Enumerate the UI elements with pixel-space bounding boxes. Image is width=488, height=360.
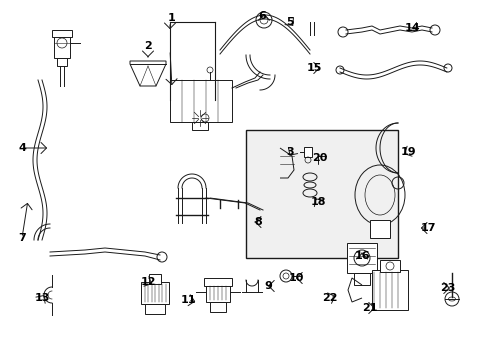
Text: 22: 22: [322, 293, 337, 303]
Bar: [54, 36, 70, 58]
Bar: [371, 270, 407, 310]
Bar: [304, 147, 311, 157]
Text: 13: 13: [34, 293, 50, 303]
Bar: [209, 302, 225, 312]
Bar: [141, 282, 169, 304]
Bar: [57, 58, 67, 66]
Text: 8: 8: [254, 217, 262, 227]
Text: 18: 18: [309, 197, 325, 207]
Text: 2: 2: [144, 41, 152, 51]
Bar: [369, 220, 389, 238]
Text: 6: 6: [258, 11, 265, 21]
Bar: [52, 30, 72, 37]
Bar: [149, 274, 161, 284]
Text: 11: 11: [180, 295, 195, 305]
Text: 20: 20: [312, 153, 327, 163]
Text: 12: 12: [140, 277, 156, 287]
Text: 23: 23: [439, 283, 455, 293]
Bar: [346, 243, 376, 273]
Bar: [170, 80, 231, 122]
Text: 15: 15: [305, 63, 321, 73]
Text: 3: 3: [285, 147, 293, 157]
Bar: [205, 284, 229, 302]
Text: 5: 5: [285, 17, 293, 27]
Bar: [192, 122, 207, 130]
Bar: [145, 304, 164, 314]
Bar: [245, 130, 397, 258]
Text: 21: 21: [362, 303, 377, 313]
Text: 7: 7: [18, 233, 26, 243]
Text: 4: 4: [18, 143, 26, 153]
Text: 14: 14: [404, 23, 419, 33]
Text: 19: 19: [399, 147, 415, 157]
Bar: [203, 278, 231, 286]
Bar: [353, 273, 369, 285]
Text: 9: 9: [264, 281, 271, 291]
Text: 16: 16: [353, 251, 369, 261]
Text: 10: 10: [288, 273, 303, 283]
Bar: [379, 260, 399, 272]
Text: 17: 17: [419, 223, 435, 233]
Text: 1: 1: [168, 13, 176, 23]
